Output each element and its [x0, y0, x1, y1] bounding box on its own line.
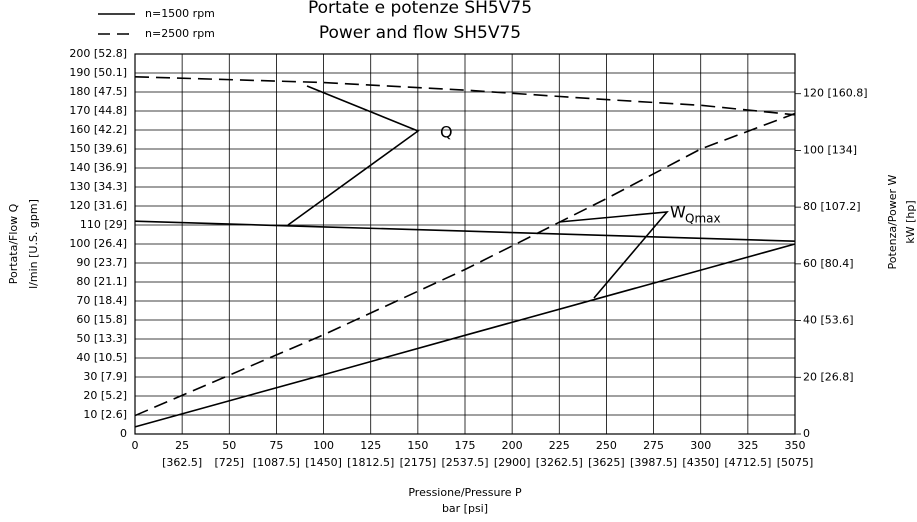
y2-axis-label: Potenza/Power W — [886, 174, 899, 269]
y-tick-label: 150 [39.6] — [69, 142, 127, 155]
x-tick-sublabel: [1812.5] — [347, 456, 394, 469]
x-tick-sublabel: [4350] — [682, 456, 719, 469]
x-tick-label: 175 — [455, 439, 476, 452]
x-axis-label: Pressione/Pressure P — [408, 486, 522, 499]
y-tick-label: 110 [29] — [80, 218, 127, 231]
y-tick-label: 0 — [120, 427, 127, 440]
y2-tick-label: 40 [53.6] — [803, 314, 854, 327]
x-tick-sublabel: [4712.5] — [724, 456, 771, 469]
q-annotation: Q — [440, 123, 453, 142]
y2-tick-label: 100 [134] — [803, 143, 857, 156]
power-curve — [134, 112, 796, 417]
x-tick-label: 150 — [407, 439, 428, 452]
x-tick-label: 275 — [643, 439, 664, 452]
w-annotation: W — [670, 203, 686, 222]
y-tick-label: 200 [52.8] — [69, 47, 127, 60]
chart-subtitle: Power and flow SH5V75 — [319, 23, 521, 43]
x-tick-label: 350 — [785, 439, 806, 452]
x-tick-label: 50 — [222, 439, 236, 452]
legend-label: n=1500 rpm — [145, 7, 215, 20]
x-tick-label: 25 — [175, 439, 189, 452]
q-leader — [287, 85, 420, 226]
x-tick-label: 200 — [502, 439, 523, 452]
chart-title: Portate e potenze SH5V75 — [308, 0, 532, 18]
y-tick-label: 50 [13.3] — [76, 332, 127, 345]
x-tick-sublabel: [362.5] — [162, 456, 202, 469]
w-subscript: Qmax — [685, 212, 721, 226]
y-tick-label: 30 [7.9] — [83, 370, 127, 383]
y2-tick-label: 80 [107.2] — [803, 200, 861, 213]
y-tick-label: 180 [47.5] — [69, 85, 127, 98]
y2-tick-label: 60 [80.4] — [803, 257, 854, 270]
y-tick-label: 170 [44.8] — [69, 104, 127, 117]
y-tick-label: 40 [10.5] — [76, 351, 127, 364]
y-tick-label: 60 [15.8] — [76, 313, 127, 326]
flow-curve — [134, 76, 796, 116]
x-tick-label: 300 — [690, 439, 711, 452]
y-tick-label: 190 [50.1] — [69, 66, 127, 79]
w-leader — [558, 211, 669, 299]
flow-curve — [134, 220, 796, 242]
y-tick-label: 10 [2.6] — [83, 408, 127, 421]
y2-tick-label: 0 — [803, 427, 810, 440]
x-tick-sublabel: [1450] — [305, 456, 342, 469]
q-label-box — [418, 118, 482, 148]
x-tick-sublabel: [3987.5] — [630, 456, 677, 469]
legend-label: n=2500 rpm — [145, 27, 215, 40]
y-axis-unit: l/min [U.S. gpm] — [27, 199, 40, 289]
x-tick-sublabel: [725] — [214, 456, 244, 469]
x-tick-label: 225 — [549, 439, 570, 452]
x-tick-label: 125 — [360, 439, 381, 452]
x-tick-sublabel: [1087.5] — [253, 456, 300, 469]
y-axis-label: Portata/Flow Q — [7, 203, 20, 284]
y-tick-label: 100 [26.4] — [69, 237, 127, 250]
y2-tick-label: 20 [26.8] — [803, 370, 854, 383]
x-tick-label: 75 — [269, 439, 283, 452]
y-tick-label: 70 [18.4] — [76, 294, 127, 307]
x-tick-label: 250 — [596, 439, 617, 452]
y-tick-label: 120 [31.6] — [69, 199, 127, 212]
x-tick-sublabel: [3625] — [588, 456, 625, 469]
x-tick-label: 0 — [132, 439, 139, 452]
y2-axis-unit: kW [hp] — [904, 200, 917, 243]
x-tick-sublabel: [2175] — [400, 456, 437, 469]
y-tick-label: 20 [5.2] — [83, 389, 127, 402]
y-tick-label: 90 [23.7] — [76, 256, 127, 269]
y-tick-label: 140 [36.9] — [69, 161, 127, 174]
y-tick-label: 160 [42.2] — [69, 123, 127, 136]
y-tick-label: 130 [34.3] — [69, 180, 127, 193]
y-tick-label: 80 [21.1] — [76, 275, 127, 288]
x-axis-unit: bar [psi] — [442, 502, 488, 515]
x-tick-sublabel: [3262.5] — [536, 456, 583, 469]
x-tick-sublabel: [2537.5] — [441, 456, 488, 469]
x-tick-sublabel: [2900] — [494, 456, 531, 469]
x-tick-label: 100 — [313, 439, 334, 452]
x-tick-sublabel: [5075] — [777, 456, 814, 469]
y2-tick-label: 120 [160.8] — [803, 87, 868, 100]
x-tick-label: 325 — [737, 439, 758, 452]
power-curve — [134, 243, 796, 428]
